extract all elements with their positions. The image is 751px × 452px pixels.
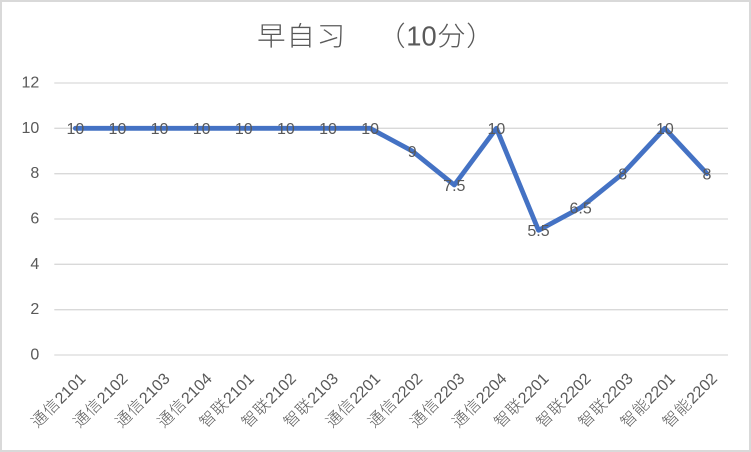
svg-text:6: 6 xyxy=(30,211,39,228)
svg-text:10: 10 xyxy=(361,121,379,138)
svg-text:8: 8 xyxy=(618,166,627,183)
svg-text:10: 10 xyxy=(488,121,506,138)
svg-text:5.5: 5.5 xyxy=(527,223,549,240)
svg-text:10: 10 xyxy=(66,121,84,138)
svg-text:6.5: 6.5 xyxy=(570,200,592,217)
svg-text:10: 10 xyxy=(193,121,211,138)
svg-text:10: 10 xyxy=(109,121,127,138)
svg-text:10: 10 xyxy=(22,120,40,137)
svg-text:10: 10 xyxy=(656,121,674,138)
svg-text:2: 2 xyxy=(30,301,39,318)
svg-text:10: 10 xyxy=(235,121,253,138)
svg-text:12: 12 xyxy=(22,75,40,92)
svg-text:9: 9 xyxy=(408,144,417,161)
svg-text:10: 10 xyxy=(406,21,436,52)
svg-text:10: 10 xyxy=(151,121,169,138)
svg-text:10: 10 xyxy=(319,121,337,138)
svg-text:10: 10 xyxy=(277,121,295,138)
svg-text:8: 8 xyxy=(30,165,39,182)
svg-text:8: 8 xyxy=(702,166,711,183)
svg-text:4: 4 xyxy=(30,256,39,273)
svg-text:0: 0 xyxy=(30,347,39,364)
svg-text:7.5: 7.5 xyxy=(443,178,465,195)
